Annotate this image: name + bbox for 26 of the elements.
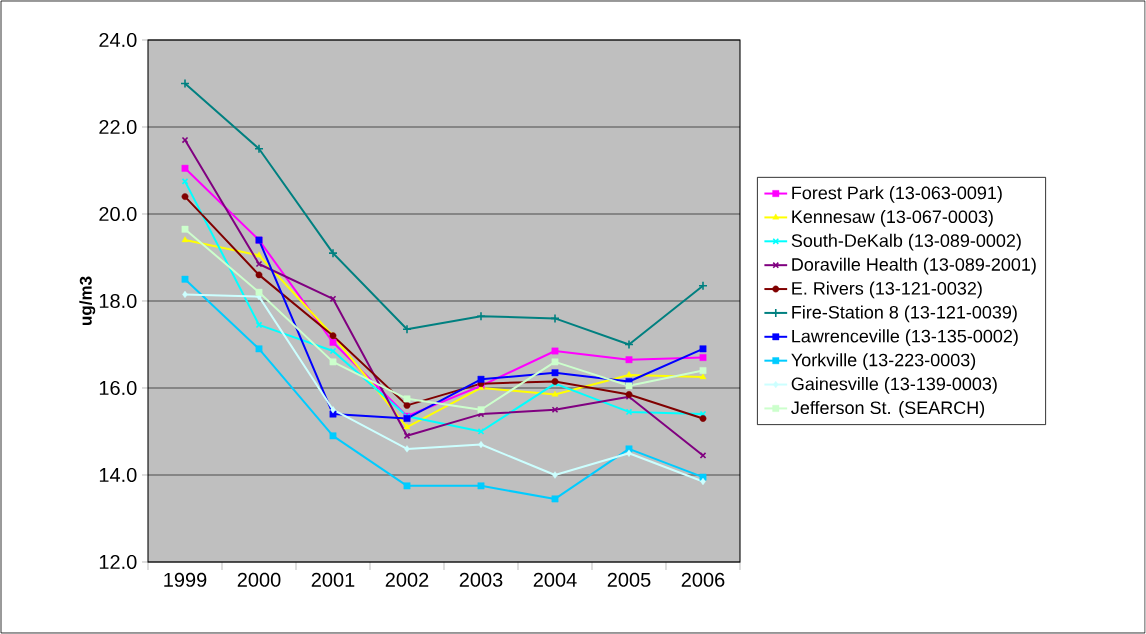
x-tick-label: 2003 — [459, 572, 503, 587]
y-tick-label: 14.0 — [99, 467, 137, 483]
y-tick-label: 22.0 — [99, 119, 137, 135]
y-axis-title: ug/m3 — [79, 276, 96, 325]
y-tick-label: 20.0 — [99, 206, 137, 222]
x-tick-label: 1999 — [164, 572, 207, 587]
x-tick-label: 2002 — [385, 572, 429, 587]
y-tick-label: 16.0 — [99, 380, 137, 396]
x-tick-label: 2005 — [607, 572, 651, 587]
legend-label: Doraville Health (13-089-2001) — [792, 257, 1036, 275]
y-tick-label: 24.0 — [99, 32, 137, 48]
x-tick-label: 2006 — [681, 572, 725, 587]
legend-label: Lawrenceville (13-135-0002) — [792, 329, 1018, 347]
legend-label: Kennesaw (13-067-0003) — [792, 209, 993, 227]
legend-label: Yorkville (13-223-0003) — [791, 353, 976, 370]
legend-label: South-DeKalb (13-089-0002) — [791, 233, 1021, 251]
x-tick-label: 2000 — [237, 572, 281, 587]
x-tick-label: 2004 — [533, 572, 577, 587]
y-tick-label: 12.0 — [99, 554, 137, 570]
legend-label: Forest Park (13-063-0091) — [792, 186, 1002, 203]
x-tick-label: 2001 — [311, 572, 355, 587]
legend-label: Gainesville (13-139-0003) — [791, 377, 997, 394]
y-tick-label: 18.0 — [99, 293, 137, 309]
legend-label: Jefferson St. (SEARCH) — [791, 400, 985, 418]
legend-label: Fire-Station 8 (13-121-0039) — [792, 305, 1017, 323]
legend-label: E. Rivers (13-121-0032) — [792, 281, 982, 299]
